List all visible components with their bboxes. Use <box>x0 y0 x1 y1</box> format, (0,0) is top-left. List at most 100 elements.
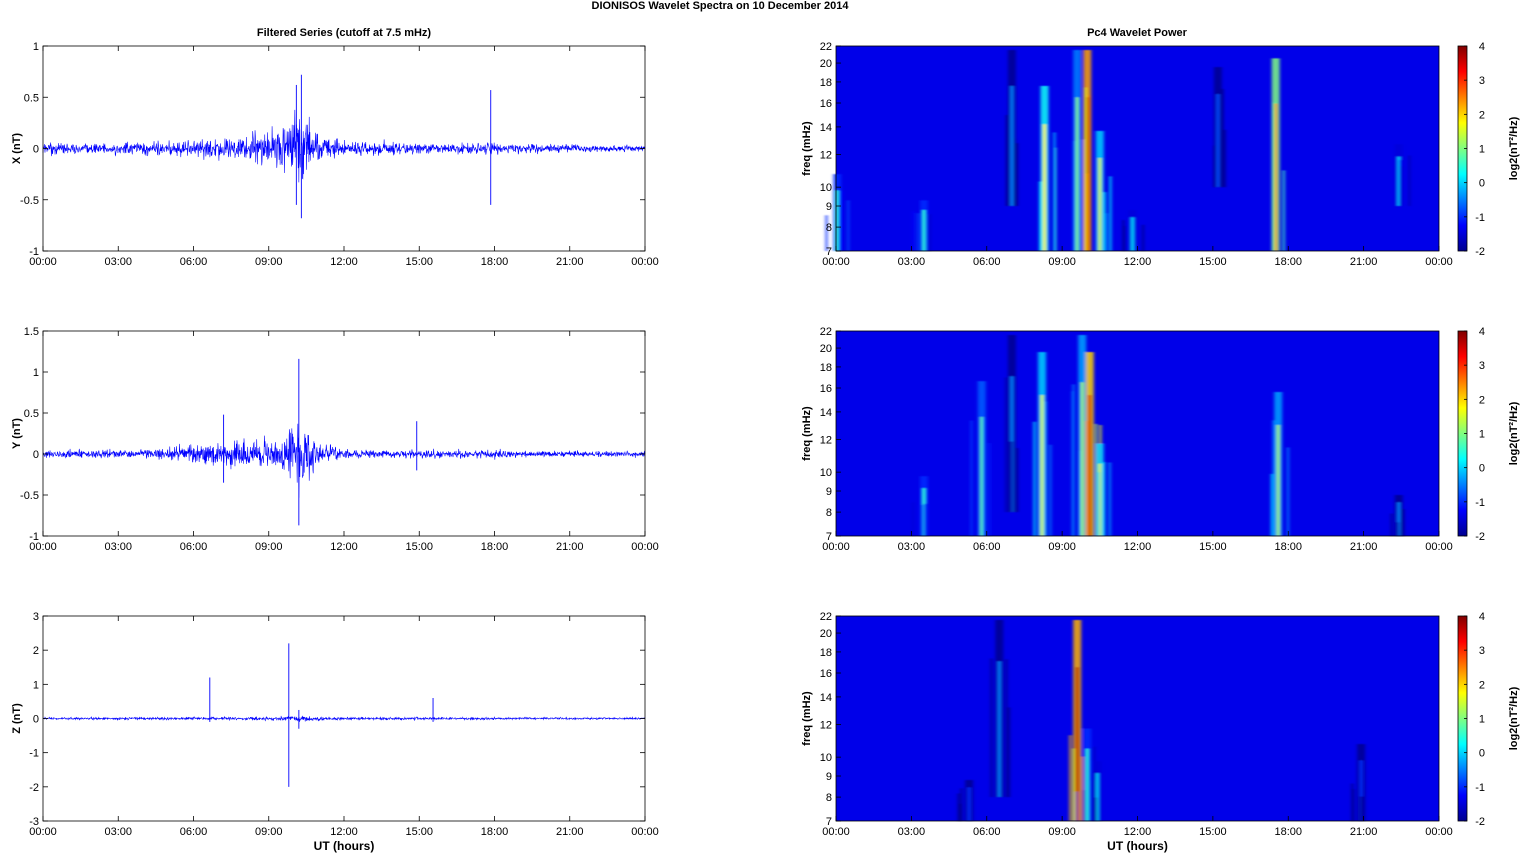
x-tick-label: 03:00 <box>104 541 132 553</box>
heatmap-streak <box>1282 170 1285 251</box>
heatmap-burst-core <box>1075 667 1079 821</box>
y-tick-label: 1.5 <box>24 326 39 338</box>
x-tick-label: 12:00 <box>330 541 358 553</box>
heatmap-streak <box>912 211 915 251</box>
colorbar-tick-label: 1 <box>1479 144 1485 156</box>
x-tick-label: 21:00 <box>556 826 584 838</box>
heatmap-streak <box>990 658 993 798</box>
heatmap-background <box>836 46 1439 251</box>
y-tick-label: 7 <box>826 531 832 543</box>
x-tick-label: 06:00 <box>180 256 208 268</box>
heatmap-streak <box>847 200 850 251</box>
y-tick-label: -1 <box>29 531 39 543</box>
y-axis-label: Y (nT) <box>11 418 23 449</box>
heatmap-streak <box>1085 173 1088 251</box>
x-tick-label: 15:00 <box>1199 256 1227 268</box>
x-tick-label: 00:00 <box>822 826 850 838</box>
y-tick-label: -3 <box>29 816 39 828</box>
heatmap-streak <box>1123 225 1126 251</box>
x-tick-label: 00:00 <box>631 541 659 553</box>
x-tick-label: 18:00 <box>1274 826 1302 838</box>
heatmap-burst-core <box>1043 124 1047 251</box>
y-tick-label: 1 <box>33 679 39 691</box>
heatmap-burst-core <box>1130 217 1134 251</box>
x-axis-label: UT (hours) <box>314 839 375 853</box>
y-axis-label: Z (nT) <box>11 703 23 734</box>
heatmap-streak <box>1072 748 1075 821</box>
heatmap-streak <box>1073 140 1076 251</box>
colorbar-tick-label: -1 <box>1475 782 1485 794</box>
colorbar-label: log2(nT²/Hz) <box>1508 686 1520 750</box>
heatmap-streak <box>1013 137 1016 207</box>
heatmap-streak <box>1272 420 1275 536</box>
heatmap-streak <box>1109 176 1112 251</box>
y-tick-label: -2 <box>29 782 39 794</box>
heatmap-streak <box>1223 129 1226 188</box>
y-tick-label: 0.5 <box>24 408 39 420</box>
heatmap-streak <box>1010 441 1013 513</box>
x-tick-label: 03:00 <box>898 826 926 838</box>
y-tick-label: -0.5 <box>20 195 39 207</box>
x-tick-label: 21:00 <box>1350 541 1378 553</box>
y-tick-label: 10 <box>820 467 832 479</box>
timeseries-panel-z: -3 -2 -1 0 1 2 3 00:00 03:00 06:00 09:00 12:00 15:00… <box>11 611 659 853</box>
heatmap-streak <box>840 190 843 251</box>
x-tick-label: 18:00 <box>481 541 509 553</box>
timeseries-panel-y: -1 -0.5 0 0.5 1 1.5 00:00 03:00 06:00 09:00 12:00 1… <box>11 326 659 553</box>
timeseries-panel-x: -1 -0.5 0 0.5 1 00:00 03:00 06:00 09:00 12:00 15:0… <box>11 41 659 268</box>
x-tick-label: 00:00 <box>29 826 57 838</box>
heatmap-streak <box>825 215 828 251</box>
heatmap-burst-core <box>967 787 971 821</box>
x-tick-label: 03:00 <box>104 826 132 838</box>
x-tick-label: 00:00 <box>1425 826 1453 838</box>
colorbar-tick-label: 4 <box>1479 326 1485 338</box>
heatmap-streak <box>960 788 963 821</box>
y-tick-label: 8 <box>826 222 832 234</box>
heatmap-streak <box>1400 166 1403 207</box>
y-tick-label: 9 <box>826 201 832 213</box>
series-line <box>42 423 646 498</box>
x-tick-label: 06:00 <box>180 541 208 553</box>
heatmap-streak <box>1088 94 1091 252</box>
colorbar-label: log2(nT²/Hz) <box>1508 401 1520 465</box>
y-tick-label: 18 <box>820 77 832 89</box>
x-tick-label: 09:00 <box>255 541 283 553</box>
heatmap-streak <box>1081 139 1084 251</box>
y-tick-label: 20 <box>820 58 832 70</box>
y-tick-label: 16 <box>820 668 832 680</box>
heatmap-streak <box>1049 444 1052 536</box>
y-tick-label: 10 <box>820 752 832 764</box>
heatmap-burst-core <box>1040 395 1044 536</box>
x-tick-label: 00:00 <box>631 256 659 268</box>
heatmap-background <box>836 616 1439 821</box>
x-tick-label: 00:00 <box>631 826 659 838</box>
colorbar-tick-label: 0 <box>1479 463 1485 475</box>
x-tick-label: 00:00 <box>29 256 57 268</box>
heatmap-streak <box>1103 462 1106 536</box>
y-tick-label: 7 <box>826 816 832 828</box>
heatmap-burst-core <box>1216 94 1220 188</box>
x-tick-label: 15:00 <box>1199 541 1227 553</box>
x-tick-label: 21:00 <box>1350 256 1378 268</box>
heatmap-streak <box>1103 192 1106 251</box>
heatmap-cells <box>825 50 1411 252</box>
x-tick-label: 00:00 <box>822 541 850 553</box>
heatmap-streak <box>1097 472 1100 536</box>
colorbar-tick-label: 0 <box>1479 748 1485 760</box>
colorbar-tick-label: 3 <box>1479 75 1485 87</box>
y-tick-label: 16 <box>820 98 832 110</box>
heatmap-streak <box>917 213 920 251</box>
heatmap-burst-core <box>1098 157 1102 251</box>
heatmap-streak <box>1360 796 1363 821</box>
y-tick-label: 20 <box>820 628 832 640</box>
x-tick-label: 12:00 <box>1124 541 1152 553</box>
y-tick-label: 0 <box>33 714 39 726</box>
y-tick-label: 9 <box>826 771 832 783</box>
y-tick-label: -1 <box>29 748 39 760</box>
y-tick-label: 1 <box>33 41 39 53</box>
left-column-title: Filtered Series (cutoff at 7.5 mHz) <box>257 27 432 39</box>
x-tick-label: 18:00 <box>481 826 509 838</box>
panels: -1 -0.5 0 0.5 1 00:00 03:00 06:00 09:00 12:00 15:0… <box>11 41 1520 853</box>
